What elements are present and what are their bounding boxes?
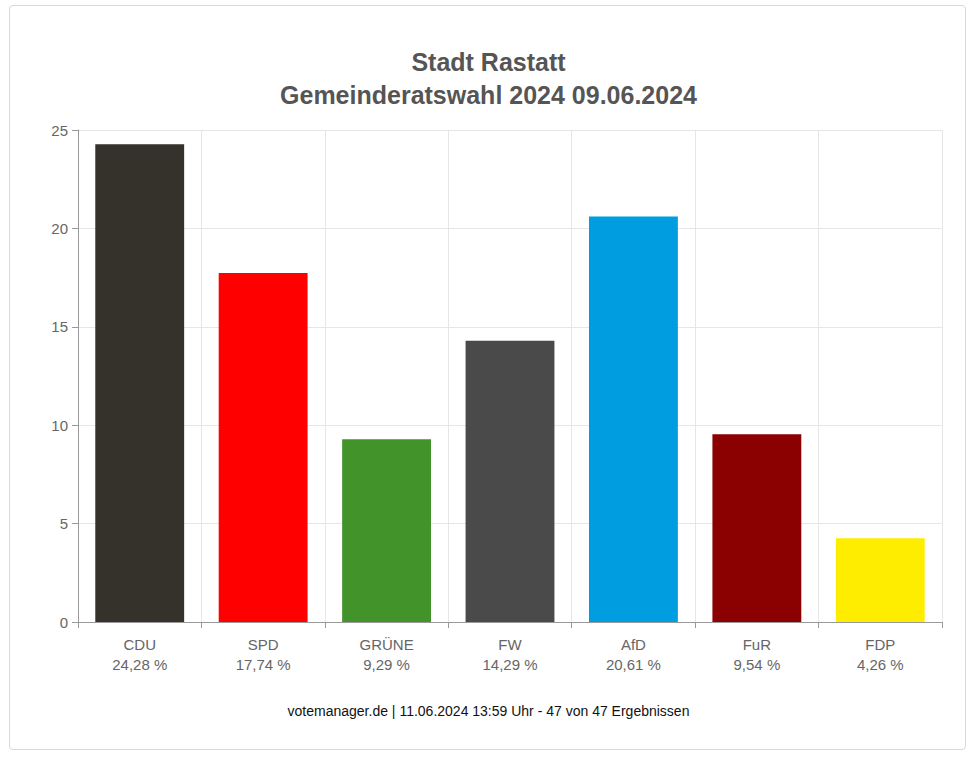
svg-text:votemanager.de | 11.06.2024 13: votemanager.de | 11.06.2024 13:59 Uhr - … <box>288 703 690 719</box>
svg-text:17,74 %: 17,74 % <box>236 656 291 673</box>
svg-text:FDP: FDP <box>865 636 895 653</box>
svg-text:9,29 %: 9,29 % <box>363 656 410 673</box>
svg-text:4,26 %: 4,26 % <box>857 656 904 673</box>
svg-text:9,54 %: 9,54 % <box>734 656 781 673</box>
svg-text:10: 10 <box>51 417 68 434</box>
svg-text:5: 5 <box>60 515 68 532</box>
svg-text:0: 0 <box>60 614 68 631</box>
svg-text:GRÜNE: GRÜNE <box>359 636 413 653</box>
svg-text:20: 20 <box>51 220 68 237</box>
svg-text:FuR: FuR <box>743 636 772 653</box>
svg-text:20,61 %: 20,61 % <box>606 656 661 673</box>
svg-text:15: 15 <box>51 318 68 335</box>
svg-text:Stadt Rastatt: Stadt Rastatt <box>411 48 566 76</box>
svg-text:14,29 %: 14,29 % <box>482 656 537 673</box>
svg-text:SPD: SPD <box>248 636 279 653</box>
svg-text:AfD: AfD <box>621 636 646 653</box>
svg-text:25: 25 <box>51 122 68 139</box>
svg-text:Gemeinderatswahl 2024 09.06.20: Gemeinderatswahl 2024 09.06.2024 <box>280 81 697 109</box>
svg-text:CDU: CDU <box>123 636 156 653</box>
svg-text:24,28 %: 24,28 % <box>112 656 167 673</box>
svg-text:FW: FW <box>498 636 522 653</box>
